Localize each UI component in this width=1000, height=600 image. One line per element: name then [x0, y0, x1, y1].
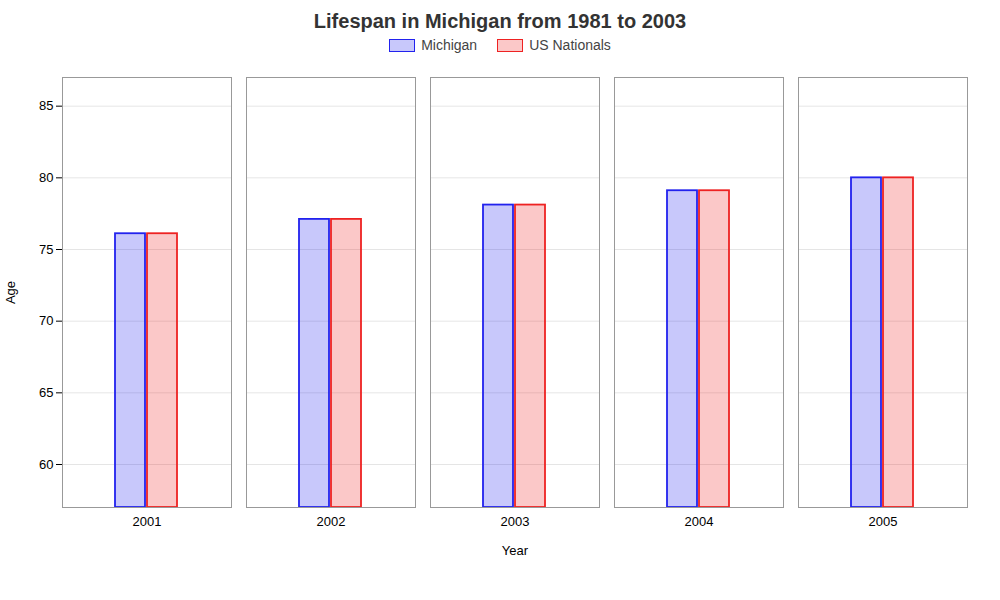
svg-text:65: 65 [39, 385, 53, 400]
html-text:Lifespan in Michigan from 1981: Lifespan in Michigan from 1981 to 2003 [313, 10, 687, 32]
svg-text:60: 60 [39, 457, 53, 472]
svg-text:70: 70 [39, 313, 53, 328]
svg-text:2001: 2001 [133, 514, 162, 529]
html-text:US Nationals: US Nationals [529, 37, 611, 53]
svg-text:2003: 2003 [501, 514, 530, 529]
svg-text:Year: Year [502, 543, 529, 558]
svg-text:75: 75 [39, 242, 53, 257]
html-text:Michigan: Michigan [421, 37, 478, 53]
svg-text:2004: 2004 [685, 514, 714, 529]
svg-text:2005: 2005 [869, 514, 898, 529]
svg-text:80: 80 [39, 170, 53, 185]
svg-text:2002: 2002 [317, 514, 346, 529]
svg-text:Age: Age [3, 281, 18, 304]
svg-text:85: 85 [39, 98, 53, 113]
